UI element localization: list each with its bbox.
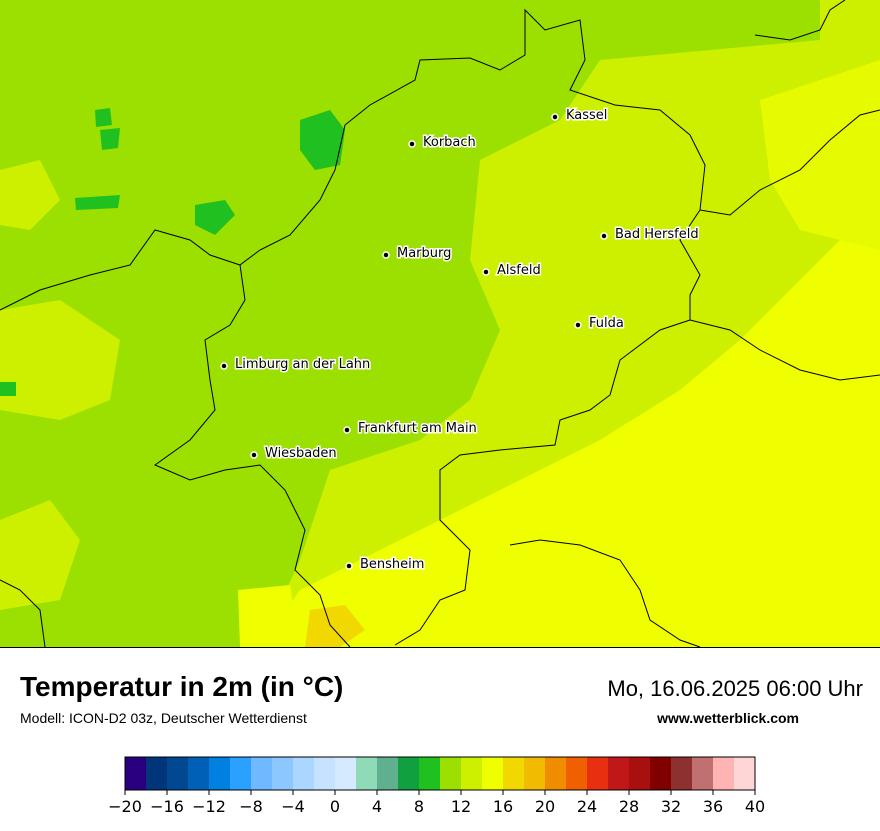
- legend-tick-label: 20: [535, 797, 555, 816]
- temperature-patch-west: [0, 300, 120, 420]
- temperature-patch-warm2: [238, 585, 300, 647]
- state-border-north: [754, 0, 846, 41]
- legend-swatch: [272, 757, 294, 790]
- legend-colorbar: −20 −16 −12 −8 −4 0 4 8 12 16 20 24 28 32 36 40: [108, 756, 765, 816]
- temperature-patch-west2: [0, 160, 60, 230]
- state-border-nrw: [0, 229, 241, 311]
- legend-swatch: [335, 757, 357, 790]
- legend-swatch: [209, 757, 231, 790]
- state-border-bavaria: [689, 319, 880, 381]
- legend-tick-label: 16: [493, 797, 513, 816]
- city-label-kassel: Kassel: [566, 108, 607, 123]
- temperature-patch-cool3: [95, 108, 112, 127]
- legend-swatch: [629, 757, 651, 790]
- map-canvas: Kassel Korbach Bad Hersfeld Marburg Alsf…: [0, 0, 880, 647]
- legend-swatch: [440, 757, 462, 790]
- temperature-patch-cool1: [300, 110, 345, 170]
- temperature-patch-cool6: [0, 382, 16, 396]
- city-label-marburg: Marburg: [397, 246, 451, 261]
- legend-swatch: [608, 757, 630, 790]
- temperature-zone-15: [760, 60, 880, 250]
- temperature-patch-cool4: [75, 195, 120, 210]
- legend-tick-label: 0: [330, 797, 340, 816]
- legend-swatch: [377, 757, 399, 790]
- legend-tick-label: 32: [661, 797, 681, 816]
- legend-swatch: [692, 757, 714, 790]
- legend-swatch: [545, 757, 567, 790]
- city-label-wiesbaden: Wiesbaden: [265, 446, 337, 461]
- city-marker-fulda: Fulda: [574, 315, 625, 333]
- temperature-map: Kassel Korbach Bad Hersfeld Marburg Alsf…: [0, 0, 880, 648]
- legend-swatch: [671, 757, 693, 790]
- legend-swatch: [188, 757, 210, 790]
- legend-swatch: [230, 757, 252, 790]
- legend-swatch: [650, 757, 672, 790]
- legend-swatch: [524, 757, 546, 790]
- state-border-thuringia: [699, 109, 880, 216]
- temperature-patch-west3: [0, 500, 80, 610]
- legend-tick-label: 28: [619, 797, 639, 816]
- website-credit: www.wetterblick.com: [657, 710, 799, 726]
- temperature-patch-cool5: [100, 128, 120, 150]
- legend-swatch: [713, 757, 735, 790]
- legend-tick-label: −8: [239, 797, 263, 816]
- legend-tick-label: 4: [372, 797, 382, 816]
- legend-swatch: [314, 757, 336, 790]
- city-marker-frankfurt: Frankfurt am Main: [343, 420, 478, 438]
- legend-tick-label: 36: [703, 797, 723, 816]
- legend-swatches: [125, 757, 756, 790]
- city-label-alsfeld: Alsfeld: [497, 263, 541, 278]
- legend-tick-label: 12: [451, 797, 471, 816]
- city-label-korbach: Korbach: [423, 135, 476, 150]
- legend-swatch: [293, 757, 315, 790]
- city-label-limburg: Limburg an der Lahn: [235, 357, 370, 372]
- legend-swatch: [482, 757, 504, 790]
- legend-tick-label: 8: [414, 797, 424, 816]
- temperature-zone-16b: [520, 420, 880, 647]
- city-label-bensheim: Bensheim: [360, 557, 424, 572]
- legend-swatch: [398, 757, 420, 790]
- temperature-patch-warm: [305, 605, 365, 647]
- city-marker-kassel: Kassel: [551, 107, 609, 125]
- legend-swatch: [566, 757, 588, 790]
- legend-swatch: [461, 757, 483, 790]
- city-marker-korbach: Korbach: [408, 134, 477, 152]
- city-marker-alsfeld: Alsfeld: [482, 262, 542, 280]
- city-marker-bad-hersfeld: Bad Hersfeld: [600, 226, 700, 244]
- legend-swatch: [734, 757, 756, 790]
- legend-tick-label: 40: [745, 797, 765, 816]
- legend-swatch: [167, 757, 189, 790]
- state-border-bw: [509, 539, 701, 647]
- legend-tick-label: −16: [150, 797, 184, 816]
- state-border-hessen: [344, 8, 706, 646]
- temperature-legend: −20 −16 −12 −8 −4 0 4 8 12 16 20 24 28 32 36 40: [100, 752, 790, 826]
- legend-swatch: [503, 757, 525, 790]
- city-label-fulda: Fulda: [589, 316, 624, 331]
- legend-swatch: [587, 757, 609, 790]
- state-border-hessen-west: [153, 124, 351, 647]
- legend-ticks: −20 −16 −12 −8 −4 0 4 8 12 16 20 24 28 32 36 40: [108, 790, 765, 816]
- city-marker-bensheim: Bensheim: [345, 556, 426, 574]
- model-source: Modell: ICON-D2 03z, Deutscher Wetterdie…: [20, 710, 307, 726]
- legend-swatch: [146, 757, 168, 790]
- map-title: Temperatur in 2m (in °C): [20, 671, 344, 702]
- temperature-zone-12b: [0, 0, 580, 647]
- legend-swatch: [356, 757, 378, 790]
- forecast-datetime: Mo, 16.06.2025 06:00 Uhr: [607, 676, 863, 701]
- city-label-frankfurt: Frankfurt am Main: [358, 421, 477, 436]
- city-marker-wiesbaden: Wiesbaden: [250, 445, 338, 463]
- legend-swatch: [251, 757, 273, 790]
- state-border-rlp: [0, 579, 46, 647]
- legend-tick-label: 24: [577, 797, 597, 816]
- legend-tick-label: −4: [281, 797, 305, 816]
- temperature-patch-cool2: [195, 200, 235, 235]
- legend-frame: [124, 756, 756, 791]
- legend-swatch: [419, 757, 441, 790]
- legend-tick-label: −12: [192, 797, 226, 816]
- city-label-bad-hersfeld: Bad Hersfeld: [615, 227, 699, 242]
- legend-tick-label: −20: [108, 797, 142, 816]
- city-marker-marburg: Marburg: [382, 245, 453, 263]
- city-marker-limburg: Limburg an der Lahn: [220, 356, 372, 374]
- legend-swatch: [125, 757, 147, 790]
